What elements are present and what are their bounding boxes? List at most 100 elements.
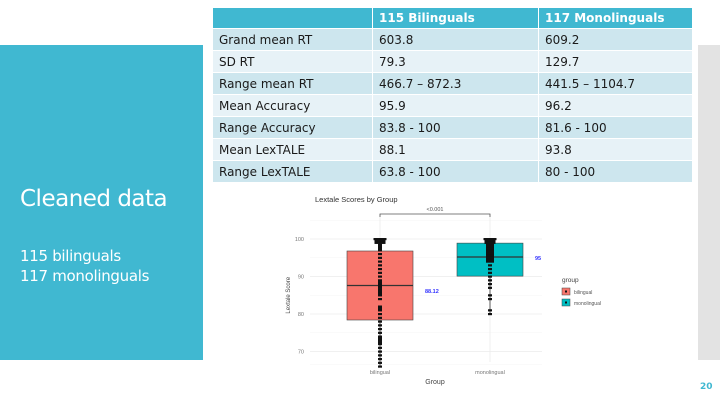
monolingual-value: 129.7	[539, 51, 693, 73]
data-point	[373, 238, 387, 241]
data-point	[378, 243, 382, 246]
slide-number: 20	[700, 382, 713, 392]
data-point	[378, 350, 382, 353]
data-point	[378, 249, 382, 252]
data-point	[378, 365, 382, 368]
bilingual-value: 95.9	[373, 95, 539, 117]
data-point	[488, 286, 492, 289]
data-point	[378, 328, 382, 331]
data-point	[378, 284, 382, 288]
bilingual-value: 466.7 – 872.3	[373, 73, 539, 95]
stats-table: 115 Bilinguals 117 Monolinguals Grand me…	[213, 8, 693, 183]
data-point	[378, 309, 382, 312]
data-point	[486, 243, 494, 246]
data-point	[378, 256, 382, 259]
data-point	[378, 298, 382, 301]
data-point	[486, 256, 494, 259]
data-point	[378, 337, 382, 340]
data-point	[374, 239, 386, 243]
header-cell-monolinguals: 117 Monolinguals	[539, 8, 693, 29]
data-point	[378, 247, 382, 250]
table-row: Range LexTALE 63.8 - 100 80 - 100	[213, 161, 693, 183]
data-point	[486, 249, 494, 252]
data-point	[486, 247, 494, 250]
chart-title: Lextale Scores by Group	[315, 195, 398, 204]
monolingual-value: 81.6 - 100	[539, 117, 693, 139]
data-point	[488, 271, 492, 274]
data-point	[378, 283, 382, 286]
data-point	[488, 268, 492, 271]
data-point	[484, 241, 496, 244]
data-point	[378, 260, 382, 263]
monolingual-value: 441.5 – 1104.7	[539, 73, 693, 95]
y-tick-label: 70	[298, 350, 304, 356]
legend-dot-bilingual	[565, 290, 567, 293]
data-point	[378, 320, 382, 323]
data-point	[488, 264, 492, 267]
x-tick-label: bilingual	[370, 370, 390, 376]
data-point	[378, 361, 382, 364]
data-point	[484, 239, 496, 243]
data-point	[374, 241, 386, 244]
data-point	[378, 358, 382, 361]
y-tick-label: 80	[298, 312, 304, 318]
x-axis-label: Group	[425, 379, 445, 386]
row-label: Range mean RT	[213, 73, 373, 95]
data-point	[378, 245, 382, 248]
data-point	[378, 313, 382, 316]
data-point	[486, 260, 494, 263]
bilingual-value: 603.8	[373, 29, 539, 51]
data-point	[378, 275, 382, 278]
monolingual-value: 609.2	[539, 29, 693, 51]
data-point	[378, 331, 382, 334]
data-point	[486, 251, 494, 254]
title-panel	[0, 45, 203, 360]
data-point	[486, 254, 494, 258]
data-point	[488, 309, 492, 312]
subtitle-line-bilinguals: 115 bilinguals	[20, 247, 121, 265]
data-point	[378, 286, 382, 289]
slide-title: Cleaned data	[20, 186, 168, 212]
slide-subtitle: 115 bilinguals 117 monolinguals	[20, 246, 149, 286]
bilingual-value: 79.3	[373, 51, 539, 73]
data-point	[378, 271, 382, 274]
row-label: Range Accuracy	[213, 117, 373, 139]
y-tick-label: 100	[295, 237, 304, 243]
table-row: SD RT 79.3 129.7	[213, 51, 693, 73]
header-cell-blank	[213, 8, 373, 29]
data-point	[488, 275, 492, 278]
decorative-bar	[698, 45, 720, 360]
data-point	[378, 316, 382, 319]
row-label: Mean LexTALE	[213, 139, 373, 161]
table-row: Mean Accuracy 95.9 96.2	[213, 95, 693, 117]
bilingual-mean-label: 88.12	[425, 289, 439, 295]
data-point	[378, 305, 382, 308]
y-axis-label: Lextale Score	[286, 276, 292, 313]
data-point	[378, 335, 382, 338]
monolingual-value: 80 - 100	[539, 161, 693, 183]
row-label: Range LexTALE	[213, 161, 373, 183]
table-row: Range mean RT 466.7 – 872.3 441.5 – 1104.7	[213, 73, 693, 95]
data-point	[378, 343, 382, 346]
legend-title: group	[562, 277, 579, 284]
row-label: Mean Accuracy	[213, 95, 373, 117]
data-point	[378, 339, 382, 342]
data-point	[378, 354, 382, 357]
monolingual-mean-label: 95	[535, 256, 541, 262]
data-point	[378, 292, 382, 295]
bilingual-value: 88.1	[373, 139, 539, 161]
data-point	[378, 307, 382, 310]
legend-label-bilingual: bilingual	[574, 290, 592, 296]
table-row: Mean LexTALE 88.1 93.8	[213, 139, 693, 161]
monolingual-value: 96.2	[539, 95, 693, 117]
data-point	[488, 294, 492, 297]
lextale-boxplot: 70 80 90 100 Lextale Scores by Group <0.001 88…	[286, 195, 601, 386]
x-tick-label: monolingual	[475, 370, 505, 376]
table-row: Grand mean RT 603.8 609.2	[213, 29, 693, 51]
data-point	[378, 290, 382, 293]
row-label: SD RT	[213, 51, 373, 73]
subtitle-line-monolinguals: 117 monolinguals	[20, 267, 150, 285]
data-point	[378, 346, 382, 349]
data-point	[488, 283, 492, 286]
bilingual-value: 83.8 - 100	[373, 117, 539, 139]
